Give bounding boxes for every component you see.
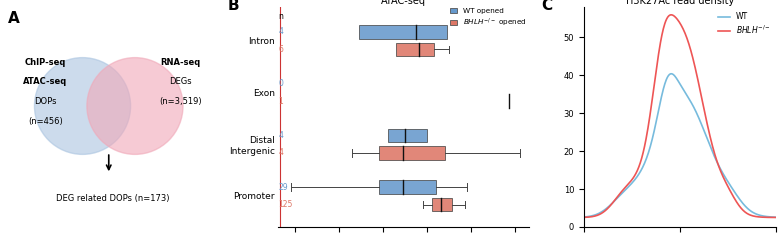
- Bar: [359, 25, 447, 39]
- Text: 125: 125: [278, 200, 292, 209]
- Bar: [388, 129, 427, 142]
- Text: ATAC-seq: ATAC-seq: [23, 77, 68, 86]
- Title: H3K27Ac read density: H3K27Ac read density: [626, 0, 734, 6]
- Text: DEGs: DEGs: [169, 77, 192, 86]
- Legend: WT opened, $\mathit{BHLH^{-/-}}$ opened: WT opened, $\mathit{BHLH^{-/-}}$ opened: [448, 6, 527, 30]
- Text: 1: 1: [278, 97, 283, 106]
- Text: DOPs: DOPs: [34, 97, 57, 106]
- Text: C: C: [541, 0, 553, 13]
- Text: 4: 4: [278, 148, 283, 157]
- Text: DEG related DOPs (n=173): DEG related DOPs (n=173): [56, 194, 170, 203]
- Circle shape: [87, 58, 183, 154]
- Text: 0: 0: [278, 79, 283, 88]
- Text: (n=456): (n=456): [28, 117, 62, 126]
- Bar: [396, 43, 434, 56]
- Bar: [432, 198, 452, 212]
- Text: 4: 4: [278, 131, 283, 140]
- Legend: WT, $\mathit{BHLH^{-/-}}$: WT, $\mathit{BHLH^{-/-}}$: [717, 11, 772, 38]
- Text: 29: 29: [278, 183, 288, 192]
- Title: ATAC-seq: ATAC-seq: [381, 0, 426, 6]
- Text: 6: 6: [278, 45, 283, 54]
- Text: 4: 4: [278, 27, 283, 36]
- Text: (n=3,519): (n=3,519): [160, 97, 202, 106]
- Text: B: B: [227, 0, 239, 13]
- Bar: [379, 180, 436, 194]
- Text: ChIP-seq: ChIP-seq: [25, 58, 66, 66]
- Bar: [379, 146, 445, 160]
- Text: A: A: [9, 11, 20, 26]
- Circle shape: [34, 58, 130, 154]
- Text: n: n: [278, 12, 283, 21]
- Text: RNA-seq: RNA-seq: [161, 58, 201, 66]
